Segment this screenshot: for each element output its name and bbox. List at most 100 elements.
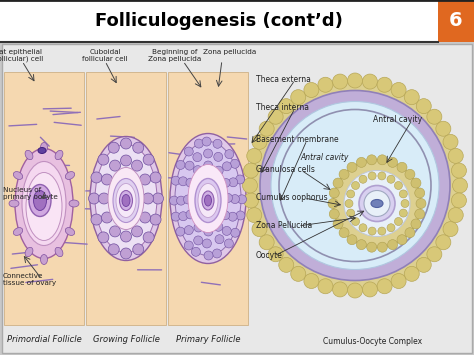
Circle shape xyxy=(224,193,233,202)
Circle shape xyxy=(279,99,294,114)
Ellipse shape xyxy=(198,184,218,218)
Circle shape xyxy=(399,209,407,217)
Circle shape xyxy=(179,177,188,186)
Circle shape xyxy=(222,226,231,235)
Circle shape xyxy=(101,212,112,223)
Circle shape xyxy=(221,179,230,187)
Ellipse shape xyxy=(271,102,439,269)
Ellipse shape xyxy=(250,81,460,290)
Circle shape xyxy=(183,195,192,204)
Circle shape xyxy=(186,178,195,187)
Circle shape xyxy=(451,193,466,208)
Circle shape xyxy=(252,135,267,149)
Circle shape xyxy=(236,175,245,184)
Circle shape xyxy=(101,174,112,185)
Circle shape xyxy=(170,196,179,205)
Circle shape xyxy=(328,198,338,208)
Circle shape xyxy=(359,175,367,183)
Circle shape xyxy=(109,226,120,237)
Circle shape xyxy=(244,163,259,178)
Ellipse shape xyxy=(65,171,74,179)
Circle shape xyxy=(268,247,283,262)
Circle shape xyxy=(443,135,458,149)
Ellipse shape xyxy=(40,255,47,264)
Circle shape xyxy=(236,211,245,220)
Circle shape xyxy=(108,244,119,255)
Circle shape xyxy=(388,240,398,250)
Ellipse shape xyxy=(25,247,33,257)
Circle shape xyxy=(224,239,233,248)
Circle shape xyxy=(252,222,267,237)
Circle shape xyxy=(202,137,211,146)
Circle shape xyxy=(427,109,442,124)
Circle shape xyxy=(109,160,120,171)
Circle shape xyxy=(399,190,407,198)
Circle shape xyxy=(397,235,407,245)
Text: Antral cavity: Antral cavity xyxy=(373,115,422,125)
Circle shape xyxy=(139,212,151,223)
Ellipse shape xyxy=(188,164,228,233)
Circle shape xyxy=(133,142,144,153)
Ellipse shape xyxy=(22,162,66,246)
Ellipse shape xyxy=(55,247,63,257)
Circle shape xyxy=(120,138,131,149)
Circle shape xyxy=(171,212,180,221)
FancyBboxPatch shape xyxy=(438,0,474,42)
Circle shape xyxy=(247,148,262,163)
Circle shape xyxy=(221,211,230,220)
Ellipse shape xyxy=(204,195,211,206)
Circle shape xyxy=(228,178,237,187)
Circle shape xyxy=(339,228,349,238)
Circle shape xyxy=(203,149,212,158)
Circle shape xyxy=(259,121,274,136)
Circle shape xyxy=(387,224,395,232)
Text: Oocyte: Oocyte xyxy=(256,251,283,261)
Circle shape xyxy=(204,161,213,170)
Circle shape xyxy=(244,193,259,208)
Circle shape xyxy=(184,226,193,235)
Circle shape xyxy=(176,160,185,169)
Circle shape xyxy=(230,159,239,168)
Circle shape xyxy=(139,174,151,185)
Circle shape xyxy=(347,73,363,88)
Circle shape xyxy=(176,227,185,236)
Circle shape xyxy=(415,209,425,219)
Text: Beginning of
Zona pellucida: Beginning of Zona pellucida xyxy=(148,49,201,62)
Circle shape xyxy=(202,239,211,248)
Circle shape xyxy=(367,242,377,252)
Ellipse shape xyxy=(13,228,23,235)
Circle shape xyxy=(378,227,386,235)
Text: Zona Pellucida: Zona Pellucida xyxy=(256,222,312,230)
Circle shape xyxy=(176,196,185,205)
Circle shape xyxy=(179,212,188,221)
Circle shape xyxy=(405,228,415,238)
Ellipse shape xyxy=(202,191,214,210)
Circle shape xyxy=(388,157,398,167)
Circle shape xyxy=(377,242,387,252)
Circle shape xyxy=(243,178,257,193)
Ellipse shape xyxy=(279,109,431,262)
Ellipse shape xyxy=(29,185,51,217)
Ellipse shape xyxy=(175,142,241,256)
Circle shape xyxy=(194,139,203,148)
FancyBboxPatch shape xyxy=(0,0,438,42)
Circle shape xyxy=(89,193,100,204)
Circle shape xyxy=(204,251,213,260)
Ellipse shape xyxy=(260,91,450,280)
Text: Connective
tissue of ovary: Connective tissue of ovary xyxy=(3,273,56,286)
Circle shape xyxy=(318,279,333,294)
Circle shape xyxy=(397,162,407,172)
Circle shape xyxy=(186,210,195,219)
Ellipse shape xyxy=(333,159,421,247)
Circle shape xyxy=(333,219,343,229)
Circle shape xyxy=(143,232,154,243)
Circle shape xyxy=(391,273,406,289)
Circle shape xyxy=(347,162,357,172)
Circle shape xyxy=(214,166,223,175)
Circle shape xyxy=(120,248,131,259)
Circle shape xyxy=(415,188,425,198)
Ellipse shape xyxy=(25,150,33,160)
Circle shape xyxy=(347,283,363,298)
Ellipse shape xyxy=(108,168,144,229)
Circle shape xyxy=(352,181,360,190)
